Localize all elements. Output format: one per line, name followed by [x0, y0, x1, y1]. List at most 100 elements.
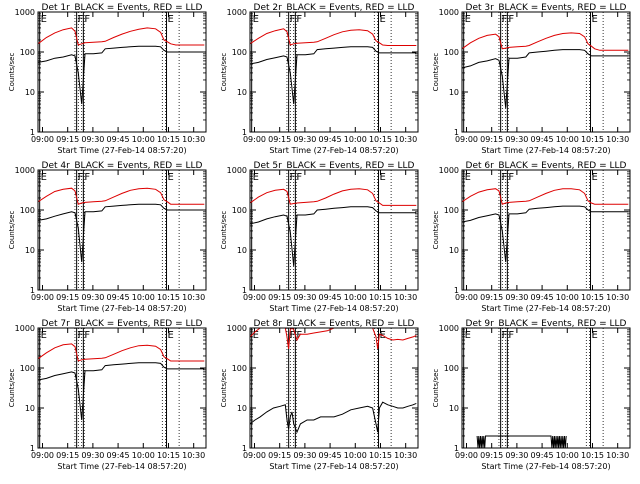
x-tick-label: 09:30: [81, 451, 104, 460]
panel-det-4: Det 4r_BLACK = Events, RED = LLD 1 10 100 10…: [8, 161, 207, 313]
x-tick-label: 09:15: [268, 451, 291, 460]
x-tick-label: 10:00: [344, 293, 367, 302]
marker-label: E: [592, 14, 598, 25]
x-tick-label: 10:15: [157, 451, 180, 460]
x-tick-label: 09:30: [505, 293, 528, 302]
x-tick-label: 10:30: [182, 135, 205, 144]
events-series: [250, 206, 417, 266]
y-tick-label: 10: [25, 88, 35, 97]
x-tick-label: 10:15: [581, 293, 604, 302]
x-tick-label: 10:15: [369, 135, 392, 144]
x-tick-label: 09:15: [480, 293, 503, 302]
y-tick-label: 100: [20, 364, 35, 373]
panel-title: Det 7r_BLACK = Events, RED = LLD: [42, 319, 203, 329]
x-tick-label: 09:30: [293, 293, 316, 302]
marker-label: F: [84, 14, 90, 25]
lld-series: [462, 32, 629, 51]
events-series: [462, 205, 629, 263]
panel-det-7: Det 7r_BLACK = Events, RED = LLD 1 10 100 10…: [8, 319, 207, 471]
x-tick-label: 09:45: [319, 135, 342, 144]
y-tick-label: 10: [237, 88, 247, 97]
x-tick-label: 10:00: [344, 451, 367, 460]
x-axis-title: Start Time (27-Feb-14 08:57:20): [481, 462, 610, 471]
x-tick-label: 09:15: [268, 135, 291, 144]
marker-label: E: [465, 14, 471, 25]
x-tick-label: 09:15: [56, 293, 79, 302]
panel-det-1: Det 1r_BLACK = Events, RED = LLD 1 10 100 10…: [8, 3, 207, 155]
x-axis-title: Start Time (27-Feb-14 08:57:20): [57, 146, 186, 155]
y-tick-label: 1: [242, 128, 247, 137]
marker-label: F: [84, 330, 90, 341]
panel-det-8: Det 8r_BLACK = Events, RED = LLD 1 10 100 10…: [220, 319, 419, 471]
y-tick-label: 1000: [15, 8, 35, 17]
panel-title: Det 2r_BLACK = Events, RED = LLD: [254, 3, 415, 13]
events-series: [38, 203, 205, 263]
x-tick-label: 10:00: [556, 451, 579, 460]
x-tick-label: 09:30: [81, 293, 104, 302]
y-tick-label: 100: [444, 364, 459, 373]
x-axis-title: Start Time (27-Feb-14 08:57:20): [481, 146, 610, 155]
x-tick-label: 09:15: [480, 451, 503, 460]
y-axis-title: Counts/sec: [432, 369, 440, 408]
y-axis-title: Counts/sec: [220, 53, 228, 92]
x-tick-label: 10:30: [606, 293, 629, 302]
y-tick-label: 10: [449, 404, 459, 413]
x-tick-label: 10:00: [556, 135, 579, 144]
x-tick-label: 09:00: [455, 293, 478, 302]
marker-label: E: [41, 330, 47, 341]
plot-frame: [461, 11, 631, 133]
x-tick-label: 09:00: [31, 293, 54, 302]
y-tick-label: 10: [237, 246, 247, 255]
plot-frame: [249, 169, 419, 291]
lld-series: [38, 27, 205, 46]
marker-label: F: [78, 330, 84, 341]
marker-label: E: [592, 172, 598, 183]
y-tick-label: 1: [454, 444, 459, 453]
x-tick-label: 09:15: [56, 451, 79, 460]
y-tick-label: 100: [444, 48, 459, 57]
plot-frame: [461, 327, 631, 449]
x-axis-title: Start Time (27-Feb-14 08:57:20): [269, 146, 398, 155]
marker-label: E: [41, 172, 47, 183]
marker-label: F: [78, 172, 84, 183]
y-tick-label: 1: [454, 286, 459, 295]
marker-label: E: [253, 330, 259, 341]
panel-det-6: Det 6r_BLACK = Events, RED = LLD 1 10 100 10…: [432, 161, 631, 313]
x-tick-label: 10:15: [369, 293, 392, 302]
y-axis-title: Counts/sec: [8, 53, 16, 92]
x-tick-label: 09:30: [293, 451, 316, 460]
x-tick-label: 09:45: [319, 293, 342, 302]
y-tick-label: 1000: [439, 8, 459, 17]
x-tick-label: 10:15: [157, 135, 180, 144]
y-axis-title: Counts/sec: [8, 211, 16, 250]
x-tick-label: 09:30: [505, 135, 528, 144]
plot-frame: [37, 169, 207, 291]
marker-label: F: [502, 14, 508, 25]
events-series: [38, 362, 205, 421]
x-tick-label: 09:00: [243, 293, 266, 302]
x-tick-label: 10:15: [581, 451, 604, 460]
y-tick-label: 1: [30, 128, 35, 137]
y-axis-title: Counts/sec: [8, 369, 16, 408]
y-tick-label: 1: [242, 286, 247, 295]
x-tick-label: 09:00: [243, 135, 266, 144]
marker-label: F: [508, 172, 514, 183]
x-tick-label: 09:30: [293, 135, 316, 144]
x-tick-label: 09:45: [531, 293, 554, 302]
x-tick-label: 10:30: [394, 135, 417, 144]
lld-series: [38, 187, 205, 205]
x-axis-title: Start Time (27-Feb-14 08:57:20): [269, 462, 398, 471]
events-series: [250, 46, 417, 105]
y-tick-label: 100: [444, 206, 459, 215]
panel-title: Det 1r_BLACK = Events, RED = LLD: [42, 3, 203, 13]
x-tick-label: 09:00: [243, 451, 266, 460]
panel-title: Det 4r_BLACK = Events, RED = LLD: [42, 161, 203, 171]
plot-frame: [249, 327, 419, 449]
marker-label: F: [290, 330, 296, 341]
y-tick-label: 1: [242, 444, 247, 453]
marker-label: F: [502, 330, 508, 341]
x-tick-label: 09:45: [531, 451, 554, 460]
events-series: [462, 49, 629, 108]
marker-label: E: [465, 172, 471, 183]
lld-series: [38, 343, 205, 362]
